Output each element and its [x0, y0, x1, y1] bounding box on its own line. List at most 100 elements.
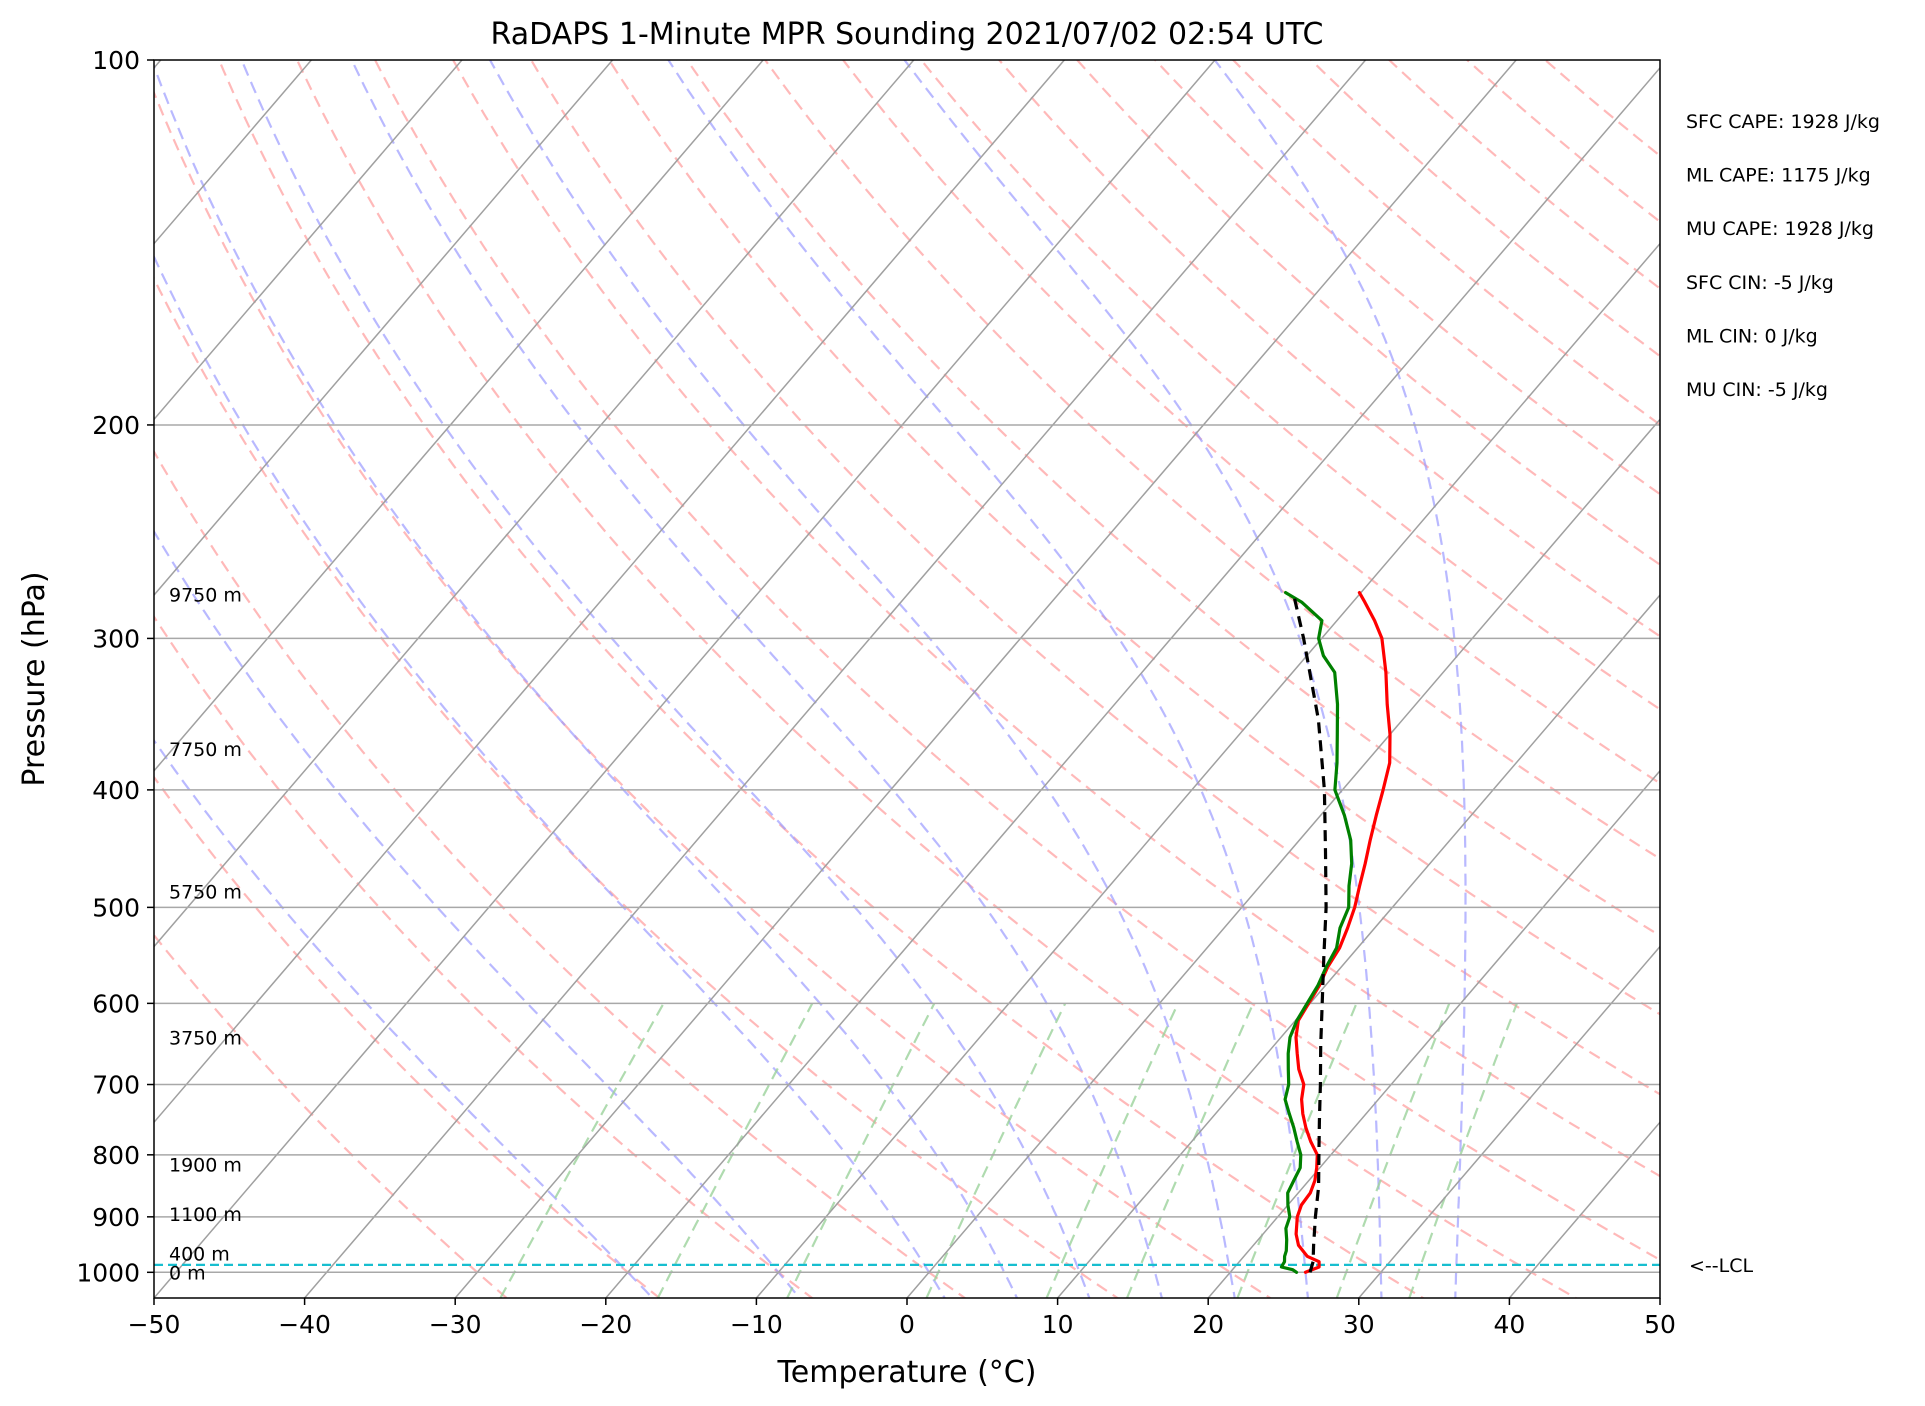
- background-lines: [154, 60, 1660, 1298]
- y-tick-label: 900: [92, 1203, 140, 1232]
- y-tick-label: 400: [92, 776, 140, 805]
- y-tick-label: 600: [92, 989, 140, 1018]
- parcel-line: [1291, 592, 1328, 1273]
- isotherm: [154, 60, 463, 421]
- dewpoint-line: [1279, 591, 1354, 1274]
- moist-adiabat: [1213, 60, 1467, 1298]
- mixing-ratio-line: [925, 1002, 1067, 1298]
- x-tick-label: −40: [278, 1310, 331, 1339]
- x-axis-label: Temperature (°C): [777, 1355, 1037, 1390]
- stat-item: ML CIN: 0 J/kg: [1686, 325, 1818, 347]
- y-tick-label: 1000: [76, 1258, 140, 1287]
- dry-adiabat: [154, 614, 814, 1298]
- isotherm: [755, 242, 1660, 1298]
- height-label: 1900 m: [169, 1155, 242, 1177]
- y-tick-label: 300: [92, 624, 140, 653]
- dry-adiabat: [919, 60, 1660, 711]
- dry-adiabat: [295, 60, 1578, 1298]
- height-label: 7750 m: [169, 739, 242, 761]
- moist-adiabat: [154, 738, 655, 1298]
- data-series: [154, 591, 1660, 1274]
- moist-adiabat: [154, 254, 946, 1298]
- dry-adiabat: [1075, 60, 1660, 567]
- x-tick-label: 40: [1493, 1310, 1525, 1339]
- isotherm: [154, 60, 1216, 1298]
- temperature-line: [1294, 591, 1392, 1274]
- dry-adiabat: [373, 60, 1660, 1262]
- dry-adiabat: [154, 89, 1273, 1298]
- dry-adiabat: [607, 60, 1660, 1016]
- isotherm: [154, 60, 1065, 1124]
- mixing-ratio-line: [1045, 1002, 1179, 1298]
- stat-item: MU CIN: -5 J/kg: [1686, 379, 1828, 401]
- stat-item: MU CAPE: 1928 J/kg: [1686, 218, 1874, 240]
- stats-panel: SFC CAPE: 1928 J/kg ML CAPE: 1175 J/kg MU …: [1686, 111, 1880, 401]
- y-axis-label: Pressure (hPa): [17, 571, 52, 786]
- isotherm: [154, 60, 614, 597]
- mixing-ratio-line: [1408, 1003, 1518, 1298]
- dry-adiabat: [1387, 60, 1660, 290]
- stat-item: SFC CAPE: 1928 J/kg: [1686, 111, 1880, 133]
- x-axis: −50 −40 −30 −20 −10 0 10 20 30 40 50: [128, 1298, 1676, 1339]
- dry-adiabat: [529, 60, 1660, 1096]
- x-tick-label: 0: [899, 1310, 915, 1339]
- stat-item: SFC CIN: -5 J/kg: [1686, 272, 1834, 294]
- isotherm: [154, 60, 764, 772]
- mixing-ratio-line: [656, 1002, 814, 1298]
- x-tick-label: −10: [730, 1310, 783, 1339]
- dry-adiabat: [685, 60, 1660, 938]
- y-tick-label: 700: [92, 1071, 140, 1100]
- mixing-ratio-line: [786, 1002, 936, 1298]
- chart-title: RaDAPS 1-Minute MPR Sounding 2021/07/02 …: [491, 17, 1324, 52]
- plot-frame: [153, 59, 1661, 1299]
- x-tick-label: 30: [1343, 1310, 1375, 1339]
- dry-adiabat: [1465, 60, 1660, 224]
- x-tick-label: 20: [1192, 1310, 1224, 1339]
- y-tick-label: 200: [92, 411, 140, 440]
- pressure-gridlines: [154, 424, 1660, 1274]
- moist-adiabat: [350, 60, 1164, 1298]
- isotherm: [304, 60, 1367, 1298]
- isotherm: [1508, 1121, 1660, 1298]
- moist-adiabat: [154, 529, 801, 1298]
- x-tick-label: 10: [1042, 1310, 1074, 1339]
- x-tick-label: −20: [579, 1310, 632, 1339]
- x-tick-label: −30: [429, 1310, 482, 1339]
- height-label: 0 m: [169, 1262, 206, 1284]
- y-tick-label: 100: [92, 46, 140, 75]
- dry-adiabat: [154, 449, 967, 1298]
- mixing-ratio-line: [1236, 1002, 1358, 1298]
- dry-adiabat: [154, 775, 662, 1298]
- isotherm: [1057, 593, 1660, 1298]
- isotherm: [605, 66, 1660, 1298]
- height-label: 1100 m: [169, 1204, 242, 1226]
- height-label: 3750 m: [169, 1027, 242, 1049]
- stat-item: ML CAPE: 1175 J/kg: [1686, 165, 1871, 187]
- moist-adiabat: [903, 60, 1383, 1298]
- dry-adiabat: [451, 60, 1660, 1178]
- mixing-ratio-line: [1125, 1002, 1255, 1298]
- dry-adiabat: [997, 60, 1660, 638]
- dry-adiabat: [1153, 60, 1660, 496]
- dry-adiabat: [841, 60, 1660, 785]
- moist-adiabat: [667, 60, 1310, 1298]
- isotherm: [1207, 769, 1660, 1298]
- isotherm: [1358, 945, 1660, 1298]
- height-label: 5750 m: [169, 881, 242, 903]
- mixing-ratio-line: [1335, 1002, 1451, 1298]
- dry-adiabat: [217, 60, 1426, 1298]
- isotherm: [454, 60, 1517, 1298]
- moist-adiabat: [488, 60, 1236, 1298]
- height-label: 9750 m: [169, 585, 242, 607]
- height-labels: 9750 m 7750 m 5750 m 3750 m 1900 m 1100 m 400 …: [169, 585, 242, 1285]
- isotherm: [154, 60, 915, 948]
- y-axis: 100 200 300 400 500 600 700 800 900 1000: [76, 46, 154, 1287]
- isotherm: [906, 418, 1660, 1298]
- lcl-label: <--LCL: [1689, 1255, 1753, 1277]
- x-tick-label: 50: [1644, 1310, 1676, 1339]
- y-tick-label: 500: [92, 893, 140, 922]
- x-tick-label: −50: [128, 1310, 181, 1339]
- dry-adiabat: [1309, 60, 1660, 358]
- height-label: 400 m: [169, 1244, 230, 1266]
